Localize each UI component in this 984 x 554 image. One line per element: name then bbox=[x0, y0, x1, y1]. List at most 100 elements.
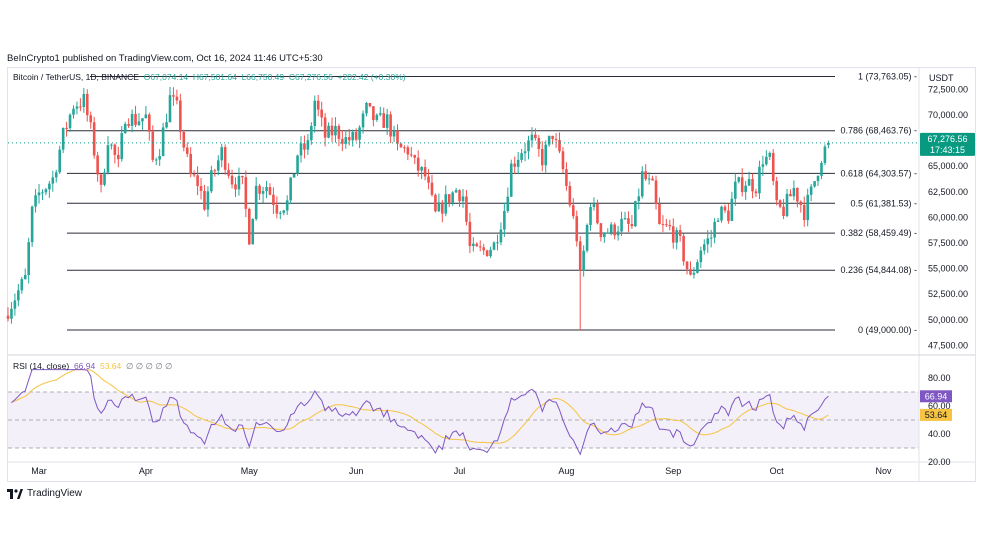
currency-unit[interactable]: USDT bbox=[929, 73, 954, 83]
price-tick-label: 57,500.00 bbox=[928, 238, 968, 248]
candle-body bbox=[437, 202, 441, 212]
price-tick-label: 65,000.00 bbox=[928, 161, 968, 171]
candle-body bbox=[296, 155, 299, 174]
candle-body bbox=[630, 223, 634, 227]
candle-body bbox=[423, 167, 427, 177]
candle-body bbox=[258, 185, 261, 194]
candle-body bbox=[127, 124, 130, 126]
candle-body bbox=[227, 169, 230, 176]
rsi-ma-badge bbox=[920, 408, 952, 421]
candle-body bbox=[441, 202, 444, 214]
candle-body bbox=[702, 244, 706, 251]
candle-body bbox=[623, 218, 627, 220]
candle-body bbox=[275, 204, 279, 214]
fib-level-label: 0.236 (54,844.08) - bbox=[840, 265, 917, 275]
candle-body bbox=[272, 194, 275, 205]
candle-body bbox=[658, 203, 661, 225]
candle-body bbox=[751, 179, 754, 192]
candle-body bbox=[103, 172, 106, 185]
symbol-legend: Bitcoin / TetherUS, 1D, BINANCE O67,074.… bbox=[13, 72, 406, 82]
candle-body bbox=[189, 153, 192, 175]
candle-body bbox=[58, 149, 62, 173]
open-value: O67,074.14 bbox=[143, 72, 189, 82]
candle-body bbox=[506, 196, 510, 212]
candle-body bbox=[771, 152, 775, 182]
candle-body bbox=[675, 230, 679, 243]
tradingview-logo-icon bbox=[7, 488, 23, 499]
candle-body bbox=[41, 192, 44, 194]
candle-body bbox=[396, 130, 399, 144]
candle-body bbox=[306, 140, 310, 150]
candle-body bbox=[44, 189, 48, 193]
candle-body bbox=[544, 144, 548, 166]
candle-body bbox=[747, 179, 751, 186]
candle-body bbox=[530, 134, 534, 141]
candle-body bbox=[6, 315, 10, 319]
candle-body bbox=[699, 250, 703, 263]
candle-body bbox=[92, 122, 96, 156]
candle-body bbox=[130, 113, 134, 126]
candle-body bbox=[778, 200, 782, 207]
candle-body bbox=[716, 220, 720, 222]
candle-body bbox=[20, 279, 24, 291]
candle-body bbox=[30, 206, 34, 243]
candle-body bbox=[572, 205, 575, 217]
time-tick-label: Apr bbox=[139, 466, 153, 476]
rsi-tick-label: 80.00 bbox=[928, 373, 951, 383]
candle-body bbox=[34, 195, 37, 207]
candle-body bbox=[358, 127, 361, 140]
fib-level-label: 0 (49,000.00) - bbox=[858, 325, 917, 335]
candle-body bbox=[220, 147, 224, 161]
candle-body bbox=[758, 166, 761, 194]
candle-body bbox=[261, 191, 265, 194]
candle-body bbox=[279, 212, 282, 214]
candle-body bbox=[392, 130, 396, 137]
candle-body bbox=[48, 183, 51, 190]
candle-body bbox=[740, 177, 744, 193]
candle-body bbox=[685, 261, 689, 270]
candle-body bbox=[106, 145, 110, 173]
current-price-badge bbox=[920, 132, 975, 156]
tradingview-brand[interactable]: TradingView bbox=[7, 488, 82, 499]
candle-body bbox=[365, 102, 368, 114]
candle-body bbox=[182, 131, 186, 148]
candle-body bbox=[720, 206, 723, 221]
candle-body bbox=[644, 171, 647, 180]
price-tick-label: 72,500.00 bbox=[928, 84, 968, 94]
candle-body bbox=[734, 181, 737, 199]
candle-body bbox=[430, 182, 434, 195]
candle-body bbox=[179, 100, 182, 132]
candle-body bbox=[354, 132, 358, 140]
candle-body bbox=[199, 186, 203, 191]
candle-body bbox=[137, 121, 141, 125]
candle-body bbox=[330, 125, 334, 136]
candle-body bbox=[799, 201, 803, 205]
candle-body bbox=[706, 238, 710, 245]
candle-body bbox=[796, 187, 799, 202]
time-tick-label: Jul bbox=[454, 466, 466, 476]
candle-body bbox=[158, 156, 161, 160]
candle-body bbox=[509, 163, 513, 197]
candle-body bbox=[172, 95, 175, 97]
candle-body bbox=[223, 147, 227, 170]
candle-body bbox=[596, 203, 599, 224]
change-value: +202.42 (+0.30%) bbox=[337, 72, 406, 82]
candle-body bbox=[75, 106, 79, 109]
candle-body bbox=[368, 102, 372, 107]
candle-body bbox=[361, 113, 365, 128]
candle-body bbox=[492, 242, 496, 250]
candle-body bbox=[692, 272, 696, 275]
candle-body bbox=[237, 175, 241, 190]
candle-body bbox=[72, 108, 75, 115]
candle-body bbox=[613, 224, 616, 236]
candle-body bbox=[603, 233, 606, 238]
candle-body bbox=[175, 96, 179, 101]
candle-body bbox=[51, 177, 55, 184]
price-tick-label: 50,000.00 bbox=[928, 315, 968, 325]
candle-body bbox=[513, 163, 517, 167]
candle-body bbox=[537, 138, 541, 149]
rsi-tick-label: 60.00 bbox=[928, 401, 951, 411]
candle-body bbox=[582, 250, 585, 271]
candle-body bbox=[585, 224, 589, 251]
